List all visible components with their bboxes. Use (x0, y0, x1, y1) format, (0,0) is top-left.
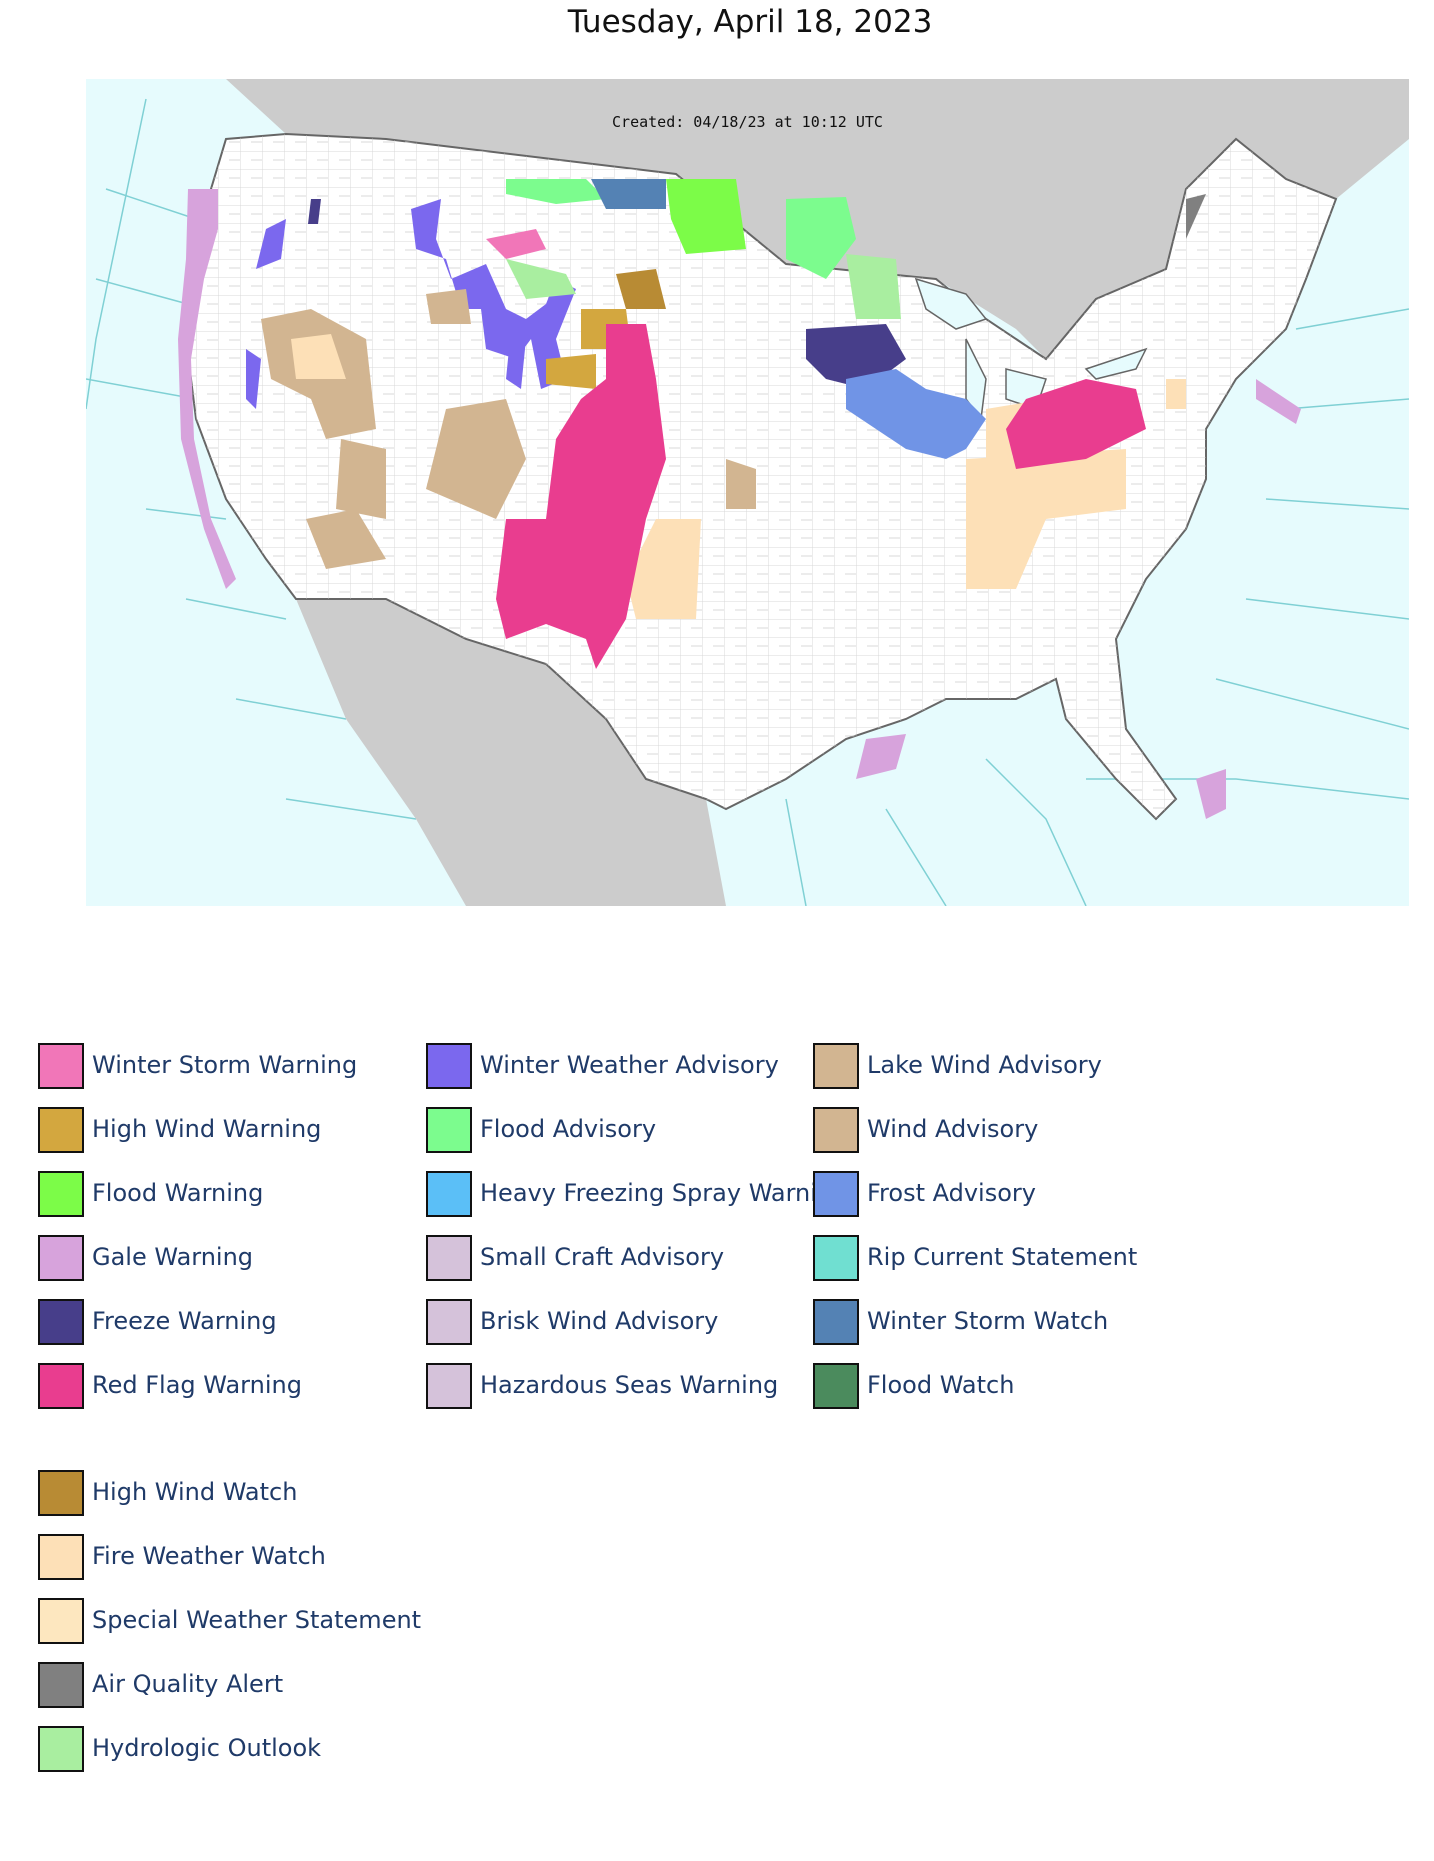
alert-air-quality-coast (1186, 194, 1206, 239)
legend-swatch (813, 1043, 859, 1089)
legend-label: Freeze Warning (92, 1307, 277, 1335)
legend-swatch (38, 1726, 84, 1772)
mexico-land (296, 599, 726, 906)
legend-label: High Wind Warning (92, 1115, 322, 1143)
alert-regions (178, 179, 1301, 819)
legend-swatch (426, 1363, 472, 1409)
alert-red-flag-warning (496, 324, 1146, 669)
legend-label: Heavy Freezing Spray Warning (480, 1179, 848, 1207)
weather-alert-map: Created: 04/18/23 at 10:12 UTC (86, 79, 1409, 906)
alert-flood-warning (666, 179, 746, 254)
us-map-svg (86, 79, 1409, 906)
legend-label: High Wind Watch (92, 1478, 298, 1506)
alert-winter-storm-warning (486, 229, 546, 259)
legend-label: Flood Warning (92, 1179, 264, 1207)
page-title: Tuesday, April 18, 2023 (567, 4, 933, 40)
legend-label: Wind Advisory (867, 1115, 1039, 1143)
legend-swatch (813, 1235, 859, 1281)
legend-label: Flood Advisory (480, 1115, 657, 1143)
legend-swatch (38, 1107, 84, 1153)
legend-label: Winter Storm Watch (867, 1307, 1109, 1335)
alert-flood-advisory (506, 179, 856, 279)
legend-label: Frost Advisory (867, 1179, 1036, 1207)
legend-label: Flood Watch (867, 1371, 1015, 1399)
legend-label: Special Weather Statement (92, 1606, 422, 1634)
alert-hydrologic-outlook (506, 254, 901, 319)
alert-winter-storm-watch (591, 179, 666, 209)
legend-swatch (813, 1299, 859, 1345)
legend-swatch (38, 1598, 84, 1644)
legend-label: Winter Weather Advisory (480, 1051, 779, 1079)
legend-swatch (426, 1299, 472, 1345)
legend-label: Hydrologic Outlook (92, 1734, 322, 1762)
alert-frost-advisory (846, 369, 986, 459)
legend-swatch (426, 1043, 472, 1089)
legend-label: Gale Warning (92, 1243, 254, 1271)
legend-label: Hazardous Seas Warning (480, 1371, 779, 1399)
legend-label: Brisk Wind Advisory (480, 1307, 719, 1335)
legend-swatch (38, 1470, 84, 1516)
legend-label: Winter Storm Warning (92, 1051, 358, 1079)
legend-swatch (38, 1171, 84, 1217)
legend-swatch (813, 1363, 859, 1409)
legend-swatch (38, 1299, 84, 1345)
alert-wind-advisory (261, 289, 756, 569)
legend-label: Lake Wind Advisory (867, 1051, 1102, 1079)
legend-swatch (38, 1662, 84, 1708)
alert-fire-weather-watch (291, 334, 1186, 619)
legend-swatch (426, 1235, 472, 1281)
legend-swatch (38, 1235, 84, 1281)
alert-high-wind-watch (616, 269, 666, 309)
legend-swatch (38, 1363, 84, 1409)
legend-label: Fire Weather Watch (92, 1542, 326, 1570)
legend-label: Air Quality Alert (92, 1670, 284, 1698)
legend-swatch (38, 1534, 84, 1580)
alert-freeze-warning-nw (308, 199, 321, 224)
legend-swatch (426, 1171, 472, 1217)
legend-swatch (38, 1043, 84, 1089)
alert-winter-weather-advisory (246, 199, 576, 409)
legend-swatch (813, 1107, 859, 1153)
alert-gale-warning-west (178, 189, 236, 589)
legend-label: Small Craft Advisory (480, 1243, 725, 1271)
map-created-timestamp: Created: 04/18/23 at 10:12 UTC (612, 113, 883, 131)
legend-swatch (813, 1171, 859, 1217)
legend-label: Rip Current Statement (867, 1243, 1138, 1271)
legend-swatch (426, 1107, 472, 1153)
legend-label: Red Flag Warning (92, 1371, 302, 1399)
